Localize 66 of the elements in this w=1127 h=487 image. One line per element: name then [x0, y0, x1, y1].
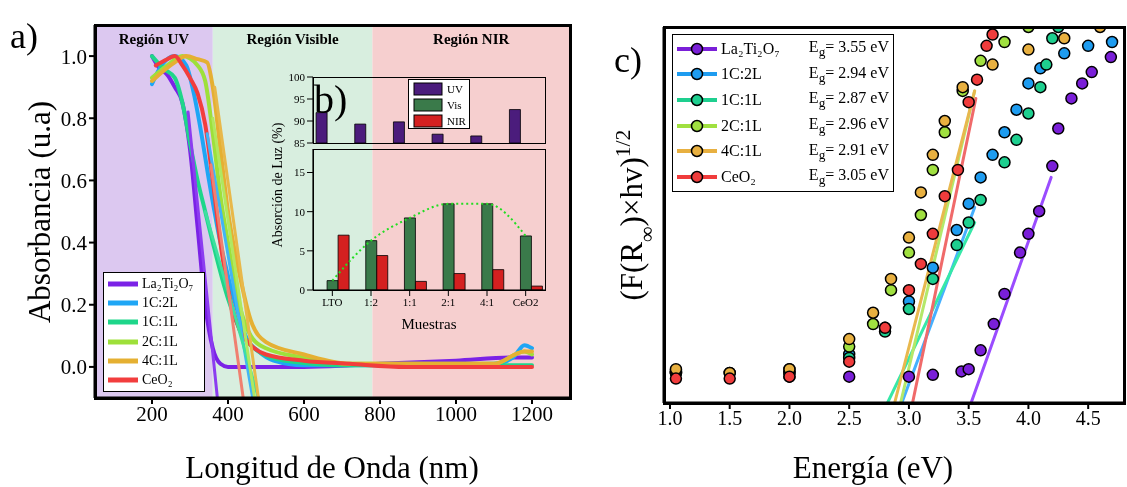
band-label: Región Visible: [246, 30, 339, 47]
x-tick-label: 1.5: [717, 407, 743, 430]
band-label: Región NIR: [433, 30, 510, 47]
y-tick-label: 0.4: [60, 231, 88, 256]
x-tick-label: 2:1: [441, 295, 456, 308]
x-tick-label: 600: [288, 401, 320, 426]
x-tick-label: 1:1: [402, 295, 417, 308]
legend-label: 1C:2L: [721, 65, 762, 83]
y-tick-label: 85: [294, 136, 306, 149]
x-tick-label: 1.0: [657, 407, 683, 430]
annotation: E$_{g}$= 3.55 eV: [808, 38, 889, 60]
y-tick-label: 90: [294, 114, 306, 127]
legend-label: 1C:1L: [721, 91, 762, 109]
legend-label: 2C:1L: [721, 116, 762, 134]
annotation: E$_{g}$= 2.96 eV: [808, 115, 889, 137]
y-tick-label: 0: [299, 283, 306, 296]
legend-label: La₂Ti₂O₇: [142, 275, 194, 291]
y-tick-label: 5: [299, 244, 306, 257]
y-tick-label: 0.0: [60, 355, 87, 380]
annotation: E$_{g}$= 2.91 eV: [808, 140, 889, 162]
annotation: E$_{g}$= 2.87 eV: [808, 89, 889, 111]
y-tick-label: 0.2: [60, 293, 87, 318]
legend-label: 2C:1L: [142, 333, 178, 349]
text: a): [10, 16, 38, 56]
x-tick-label: 4.0: [1015, 407, 1041, 430]
legend-label: 1C:2L: [142, 294, 178, 310]
x-tick-label: LTO: [322, 295, 343, 308]
legend-label: CeO₂: [142, 372, 173, 388]
legend-label: La₂Ti₂O₇: [721, 39, 780, 57]
x-tick-label: 1200: [511, 401, 553, 426]
legend-label: 4C:1L: [721, 142, 762, 160]
legend-label: Vis: [447, 98, 462, 111]
x-tick-label: 1:2: [363, 295, 379, 308]
y-tick-label: 10: [294, 205, 306, 218]
y-tick-label: 0.6: [60, 168, 87, 193]
x-axis-title: Longitud de Onda (nm): [185, 450, 479, 485]
legend-label: NIR: [447, 114, 466, 127]
x-tick-label: 4.5: [1075, 407, 1101, 430]
legend-label: 4C:1L: [142, 352, 178, 368]
y-tick-label: 0.8: [60, 106, 87, 131]
x-tick-label: CeO2: [512, 295, 539, 308]
x-tick-label: 1000: [435, 401, 477, 426]
y-tick-label: 1.0: [60, 44, 87, 69]
y-tick-label: 15: [294, 166, 306, 179]
annotation: E$_{g}$= 2.94 eV: [808, 63, 889, 85]
legend-label: 1C:1L: [142, 314, 178, 330]
x-tick-label: 200: [136, 401, 168, 426]
legend-label: UV: [447, 82, 463, 95]
y-axis-title: Absorción de Luz (%): [270, 122, 286, 248]
y-tick-label: 95: [294, 92, 306, 105]
x-tick-label: 800: [364, 401, 396, 426]
x-tick-label: 2.5: [836, 407, 862, 430]
x-tick-label: 4:1: [479, 295, 495, 308]
x-tick-label: 3.0: [896, 407, 922, 430]
y-axis-title: Absorbancia (u.a): [22, 100, 57, 324]
annotation: E$_{g}$= 3.05 eV: [808, 166, 889, 188]
legend-label: CeO₂: [721, 168, 756, 186]
text: c): [614, 40, 642, 80]
x-axis-title: Energía (eV): [792, 450, 954, 485]
x-tick-label: 2.0: [776, 407, 802, 430]
x-tick-label: 3.5: [956, 407, 982, 430]
band-label: Región UV: [118, 30, 190, 47]
annotation: b): [314, 77, 348, 122]
x-axis-title: Muestras: [401, 316, 457, 332]
y-tick-label: 100: [288, 70, 306, 83]
x-tick-label: 400: [212, 401, 244, 426]
